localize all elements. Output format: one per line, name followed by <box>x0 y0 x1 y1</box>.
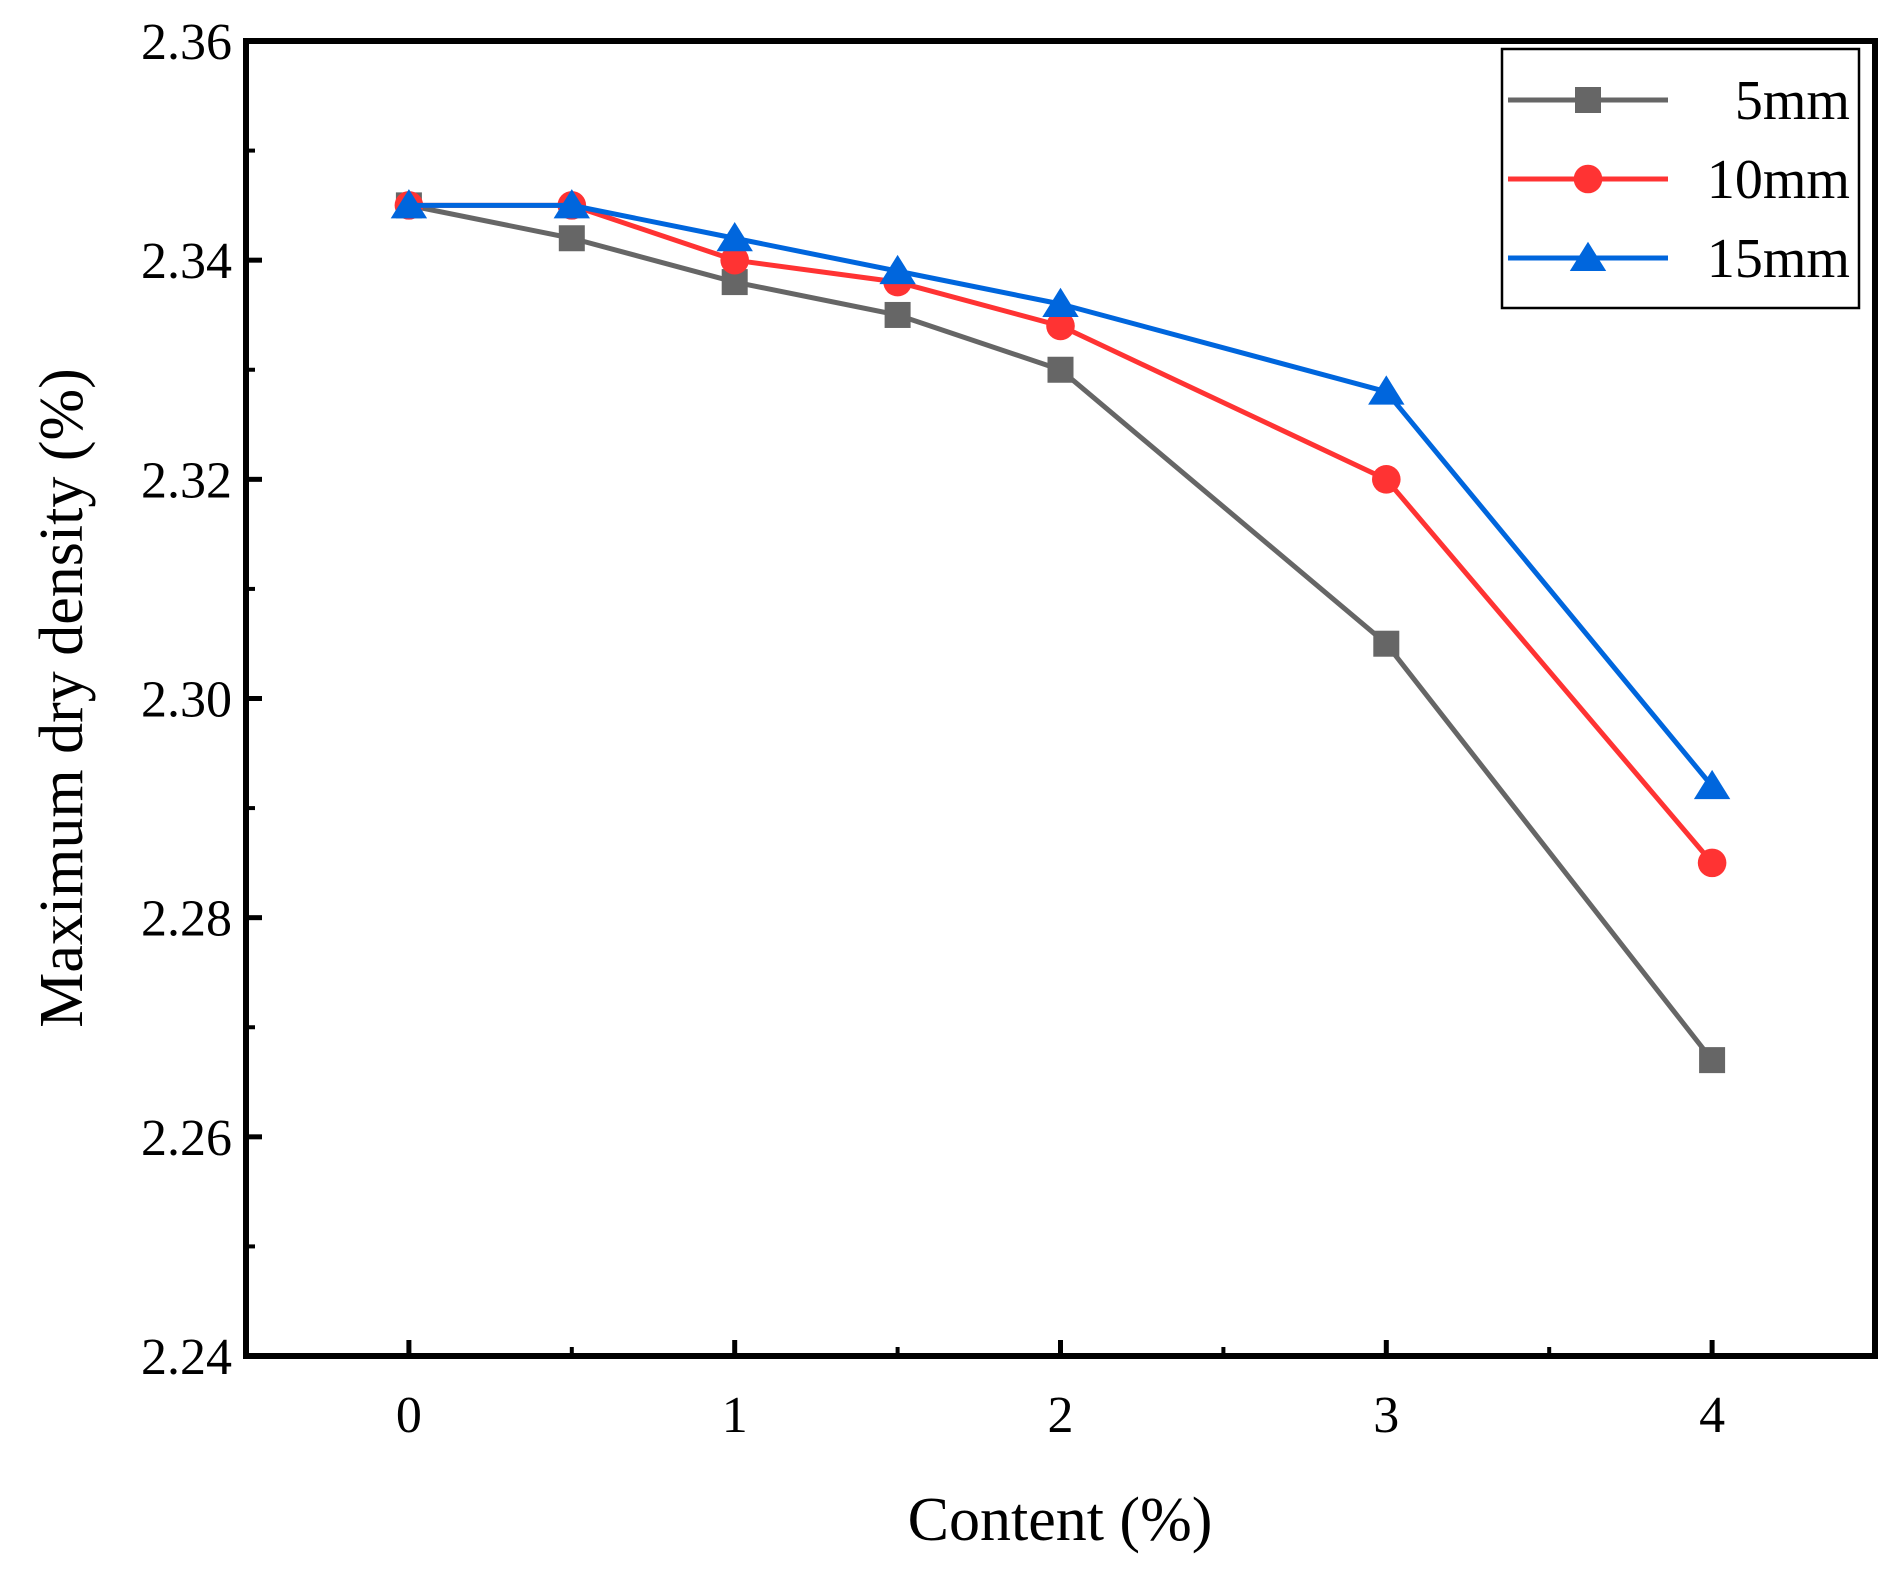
legend-item-5mm: 5mm <box>1508 70 1850 132</box>
series-15mm <box>390 189 1731 800</box>
y-axis-title: Maximum dry density (%) <box>28 368 96 1028</box>
data-point-15mm <box>716 222 753 252</box>
legend-label: 5mm <box>1735 70 1850 132</box>
data-point-15mm <box>1368 375 1405 405</box>
legend-marker-5mm <box>1575 87 1601 113</box>
x-axis-title: Content (%) <box>908 1486 1213 1554</box>
x-tick-label: 1 <box>722 1387 748 1444</box>
data-point-5mm <box>884 301 911 328</box>
legend: 5mm 10mm 15mm <box>1500 47 1861 310</box>
data-point-10mm <box>1697 848 1727 878</box>
data-point-10mm <box>720 245 749 275</box>
legend-label: 10mm <box>1707 149 1850 211</box>
y-tick-label: 2.30 <box>141 672 232 729</box>
data-point-5mm <box>1373 630 1400 657</box>
y-tick-label: 2.32 <box>141 452 232 509</box>
x-tick-label: 2 <box>1048 1387 1074 1444</box>
data-point-5mm <box>1047 356 1074 383</box>
legend-label: 15mm <box>1707 228 1850 290</box>
series-5mm <box>395 192 1726 1074</box>
y-tick-label: 2.26 <box>141 1110 232 1167</box>
y-tick-label: 2.24 <box>141 1329 232 1386</box>
legend-marker-15mm <box>1569 241 1607 271</box>
data-point-5mm <box>558 225 585 252</box>
data-point-15mm <box>553 189 590 219</box>
x-tick-label: 3 <box>1373 1387 1399 1444</box>
data-point-10mm <box>1372 465 1401 494</box>
legend-item-10mm: 10mm <box>1508 149 1850 211</box>
y-tick-label: 2.28 <box>141 891 232 948</box>
x-tick-label: 0 <box>396 1387 422 1444</box>
data-point-15mm <box>1693 769 1731 800</box>
series-layer <box>390 189 1731 1074</box>
data-point-15mm <box>390 189 428 219</box>
x-tick-label: 4 <box>1699 1387 1725 1444</box>
y-tick-label: 2.34 <box>141 233 232 290</box>
legend-item-15mm: 15mm <box>1508 228 1850 290</box>
legend-marker-10mm <box>1573 164 1603 194</box>
data-point-15mm <box>1042 287 1079 317</box>
axes-layer: 2.24 2.26 2.28 2.30 2.32 2.34 2.36 0 1 2 3 4 <box>141 14 1725 1444</box>
data-point-15mm <box>879 254 916 285</box>
data-point-5mm <box>1699 1047 1726 1074</box>
y-tick-label: 2.36 <box>141 14 232 71</box>
data-point-10mm <box>1046 311 1075 341</box>
